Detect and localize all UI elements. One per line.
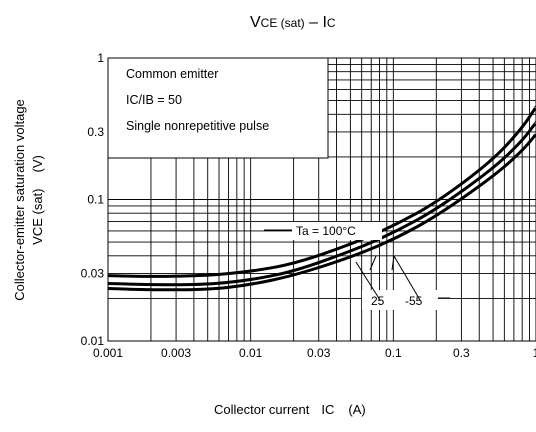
y-axis-label: Collector-emitter saturation voltage (12, 99, 27, 301)
y-tick-label: 0.03 (81, 266, 105, 280)
series-line-2 (107, 133, 536, 292)
conditions-box: Common emitter IC/IB = 50 Single nonrepe… (107, 57, 329, 159)
x-tick-label: 0.3 (453, 346, 470, 360)
plot-frame (107, 57, 536, 342)
y-tick-label: 0.3 (87, 125, 104, 139)
x-tick-label: 1 (533, 346, 536, 360)
curve-labels: Ta = 100°C 25 -55 (264, 222, 450, 310)
y-tick-label: 0.01 (81, 334, 105, 348)
series-label-minus55: -55 (405, 294, 423, 308)
series-label-25: 25 (371, 294, 385, 308)
curves (107, 105, 536, 292)
chart-title: VCE (sat) – IC (250, 14, 336, 31)
y-axis-symbol: VCE (sat)(V) (30, 155, 45, 245)
y-tick-labels: 0.01 0.03 0.1 0.3 1 (81, 51, 105, 348)
y-tick-label: 1 (97, 51, 104, 65)
series-line-1 (107, 120, 536, 287)
x-tick-label: 0.1 (385, 346, 402, 360)
x-tick-labels: 0.001 0.003 0.01 0.03 0.1 0.3 1 (93, 346, 536, 360)
x-tick-label: 0.01 (239, 346, 263, 360)
x-tick-label: 0.003 (161, 346, 191, 360)
x-tick-label: 0.03 (307, 346, 331, 360)
series-label-100c: Ta = 100°C (296, 224, 356, 238)
conditions-line-3: Single nonrepetitive pulse (126, 119, 269, 133)
x-axis-label: Collector current IC (A) (214, 402, 366, 417)
y-tick-label: 0.1 (87, 193, 104, 207)
svg-text:Collector-emitter saturation v: Collector-emitter saturation voltage (12, 99, 27, 301)
x-tick-label: 0.001 (93, 346, 123, 360)
series-line-0 (107, 105, 536, 278)
conditions-line-1: Common emitter (126, 67, 218, 81)
svg-text:VCE (sat)(V): VCE (sat)(V) (30, 155, 45, 245)
conditions-line-2: IC/IB = 50 (126, 93, 182, 107)
